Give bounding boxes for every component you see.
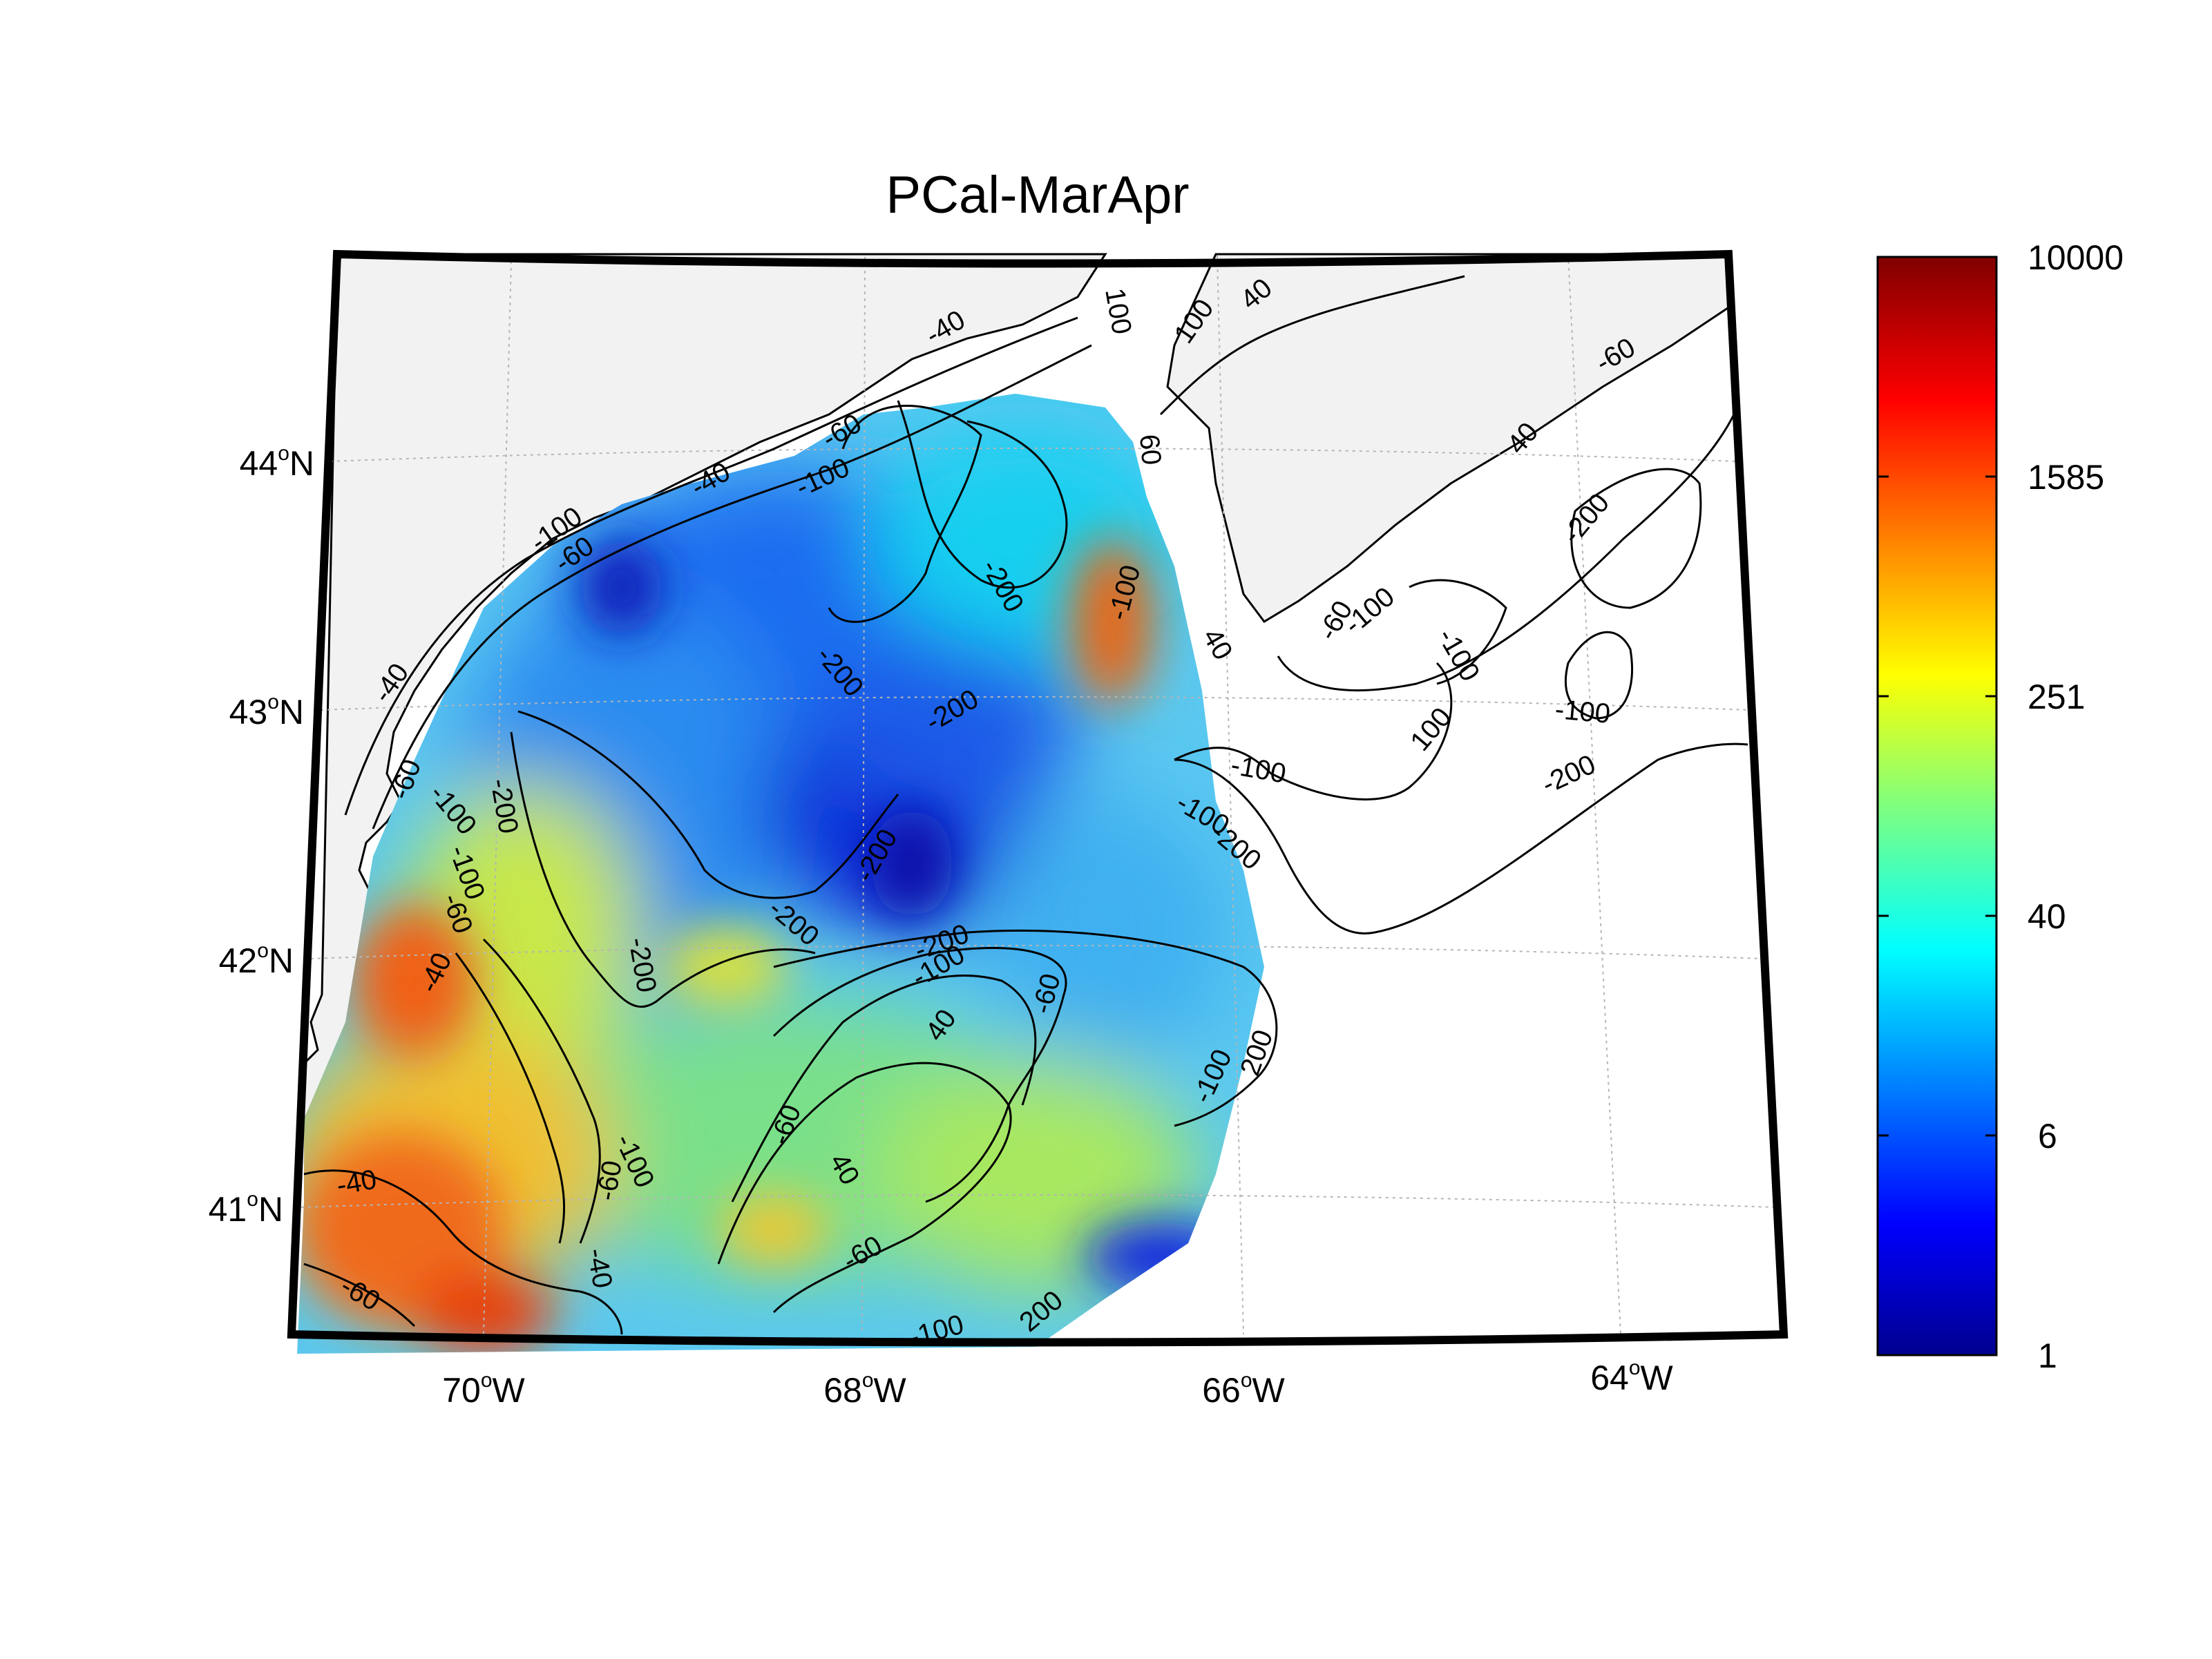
y-tick-suffix: N (269, 941, 294, 980)
contour-line (303, 1169, 623, 1335)
y-tick-suffix: N (258, 1190, 283, 1229)
contour-line (517, 710, 899, 899)
contour-line (1564, 631, 1634, 720)
contour-line (1159, 275, 1465, 416)
svg-text:44oN: 44oN (240, 442, 314, 483)
y-tick-label: 43oN (229, 691, 304, 731)
y-tick-label: 41oN (209, 1188, 283, 1229)
heatmap-field (297, 394, 1264, 1354)
colorbar-label: 251 (2028, 678, 2085, 716)
colorbar-label: 6 (2038, 1117, 2057, 1155)
contour-line (731, 975, 1037, 1202)
contour-line (372, 344, 1092, 830)
colorbar-label: 40 (2028, 897, 2066, 936)
chart-title: PCal-MarApr (886, 166, 1189, 224)
x-tick-suffix: W (1641, 1359, 1674, 1397)
y-tick-value: 41 (209, 1190, 247, 1229)
contour-line (344, 316, 1078, 816)
meridian-64w (1567, 253, 1621, 1335)
x-tick-label: 66oW (1202, 1369, 1285, 1410)
x-tick-value: 70 (442, 1371, 481, 1410)
y-tick-label: 44oN (240, 442, 314, 483)
x-tick-suffix: W (493, 1371, 526, 1410)
meridian-68w (861, 256, 866, 1335)
x-tick-suffix: W (874, 1371, 907, 1410)
svg-text:41oN: 41oN (209, 1188, 283, 1229)
x-tick-value: 66 (1202, 1371, 1241, 1410)
svg-text:43oN: 43oN (229, 691, 304, 731)
colorbar-label: 10000 (2028, 238, 2124, 277)
y-tick-value: 44 (240, 444, 278, 483)
x-tick-value: 68 (823, 1371, 862, 1410)
contour-line (1409, 579, 1507, 685)
contour-line (482, 938, 601, 1244)
colorbar: 10000 1585 251 40 6 1 (1876, 238, 2124, 1375)
contour-label: -40 (581, 1246, 618, 1291)
svg-text:64oW: 64oW (1590, 1356, 1673, 1397)
x-tick-suffix: W (1252, 1371, 1286, 1410)
contour-label: 60 (1134, 433, 1167, 466)
y-tick-value: 42 (219, 941, 258, 980)
contour-line (1174, 742, 1748, 934)
colorbar-ticks (1878, 256, 1996, 1356)
contour-line (1174, 662, 1453, 800)
colorbar-label: 1585 (2028, 458, 2104, 497)
y-tick-label: 42oN (219, 939, 294, 980)
colorbar-label: 1 (2038, 1336, 2057, 1375)
bathymetry-contours (303, 275, 1748, 1335)
contour-label: -60 (591, 1158, 628, 1203)
parallel-42n (310, 945, 1764, 959)
contour-line (455, 952, 566, 1244)
y-tick-suffix: N (279, 693, 304, 731)
contour-line (773, 929, 1278, 1127)
contour-label: -40 (334, 1164, 379, 1200)
contour-line (717, 1062, 1012, 1314)
svg-text:70oW: 70oW (442, 1369, 525, 1410)
contour-line (1570, 468, 1702, 609)
x-axis: 70oW 68oW 66oW 64oW (442, 1356, 1673, 1410)
svg-text:68oW: 68oW (823, 1369, 906, 1410)
parallel-44n (330, 448, 1739, 462)
contour-line (897, 400, 1068, 589)
graticule (301, 253, 1776, 1335)
svg-text:42oN: 42oN (219, 939, 294, 980)
x-tick-label: 70oW (442, 1369, 525, 1410)
contour-line (1277, 414, 1735, 692)
y-tick-suffix: N (289, 444, 314, 483)
x-tick-value: 64 (1590, 1359, 1629, 1397)
svg-text:66oW: 66oW (1202, 1369, 1285, 1410)
y-axis: 44oN 43oN 42oN 41oN (209, 442, 314, 1229)
x-tick-label: 68oW (823, 1369, 906, 1410)
y-tick-value: 43 (229, 693, 268, 731)
meridian-66w (1217, 255, 1244, 1335)
contour-line (510, 731, 816, 1008)
contour-line (772, 947, 1067, 1203)
x-tick-label: 64oW (1590, 1356, 1673, 1397)
land-nova-scotia (1166, 253, 1735, 623)
map-frame (287, 249, 1789, 1347)
colorbar-gradient (1876, 256, 1998, 1356)
contour-line (303, 1263, 416, 1327)
contour-label: -100 (1554, 694, 1612, 729)
